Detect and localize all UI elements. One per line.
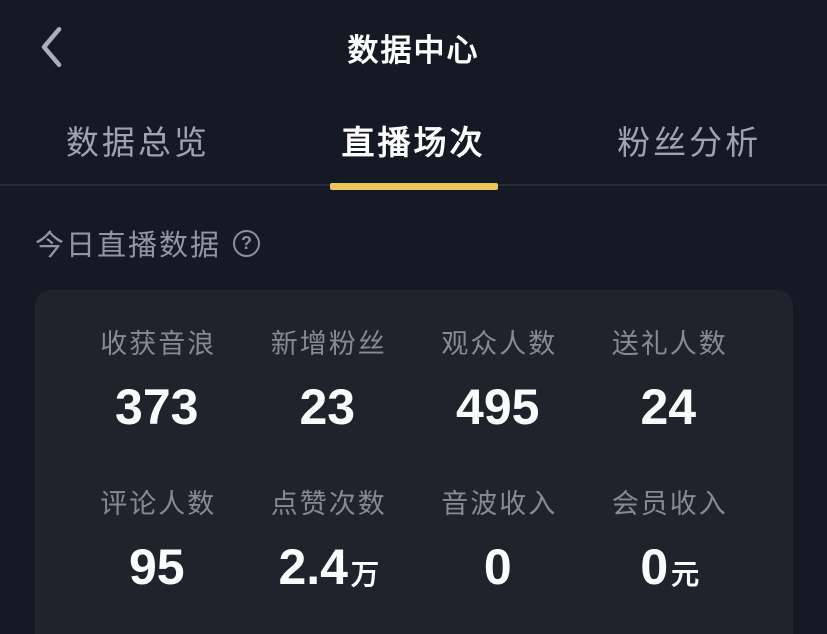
stat-likes-count: 点赞次数 2.4 万 bbox=[244, 488, 415, 634]
stat-commenters: 评论人数 95 bbox=[73, 488, 244, 634]
stat-gift-senders: 送礼人数 24 bbox=[585, 328, 756, 488]
tab-live-sessions[interactable]: 直播场次 bbox=[276, 95, 552, 190]
active-tab-indicator bbox=[329, 183, 498, 190]
stat-value: 24 bbox=[640, 379, 697, 435]
stat-label: 收获音浪 bbox=[100, 329, 217, 359]
tab-bar: 数据总览 直播场次 粉丝分析 bbox=[0, 95, 827, 190]
tab-data-overview[interactable]: 数据总览 bbox=[0, 95, 276, 184]
stat-audio-coins: 收获音浪 373 bbox=[73, 328, 244, 488]
stat-label: 点赞次数 bbox=[270, 489, 387, 519]
header: 数据中心 bbox=[0, 0, 827, 95]
tab-label: 粉丝分析 bbox=[617, 123, 762, 161]
help-icon[interactable]: ? bbox=[233, 229, 261, 257]
stat-viewers: 观众人数 495 bbox=[414, 328, 585, 488]
tab-label: 直播场次 bbox=[341, 123, 486, 161]
stat-unit: 万 bbox=[351, 559, 380, 590]
stat-value: 23 bbox=[299, 379, 356, 435]
page-title: 数据中心 bbox=[347, 33, 480, 68]
stat-value: 0 bbox=[483, 539, 512, 595]
back-button[interactable] bbox=[24, 14, 80, 80]
stat-label: 观众人数 bbox=[441, 329, 558, 359]
stat-label: 会员收入 bbox=[611, 489, 728, 519]
stat-value: 495 bbox=[456, 379, 540, 435]
stat-value: 373 bbox=[115, 379, 199, 435]
stat-label: 评论人数 bbox=[100, 489, 217, 519]
stat-label: 音波收入 bbox=[441, 489, 558, 519]
section-header: 今日直播数据 ? bbox=[35, 222, 827, 264]
stats-card: 收获音浪 373 新增粉丝 23 观众人数 495 送礼人数 24 评论人数 9… bbox=[35, 290, 793, 634]
stat-value: 95 bbox=[128, 539, 185, 595]
chevron-left-icon bbox=[41, 27, 62, 67]
tab-fan-analysis[interactable]: 粉丝分析 bbox=[551, 95, 827, 184]
tab-label: 数据总览 bbox=[65, 123, 210, 161]
section-title: 今日直播数据 bbox=[35, 230, 222, 262]
stat-soundwave-income: 音波收入 0 bbox=[414, 488, 585, 634]
stat-label: 新增粉丝 bbox=[270, 329, 387, 359]
stat-unit: 元 bbox=[671, 559, 700, 590]
stat-value: 2.4 万 bbox=[278, 539, 380, 595]
stat-new-fans: 新增粉丝 23 bbox=[244, 328, 415, 488]
stat-label: 送礼人数 bbox=[611, 329, 728, 359]
